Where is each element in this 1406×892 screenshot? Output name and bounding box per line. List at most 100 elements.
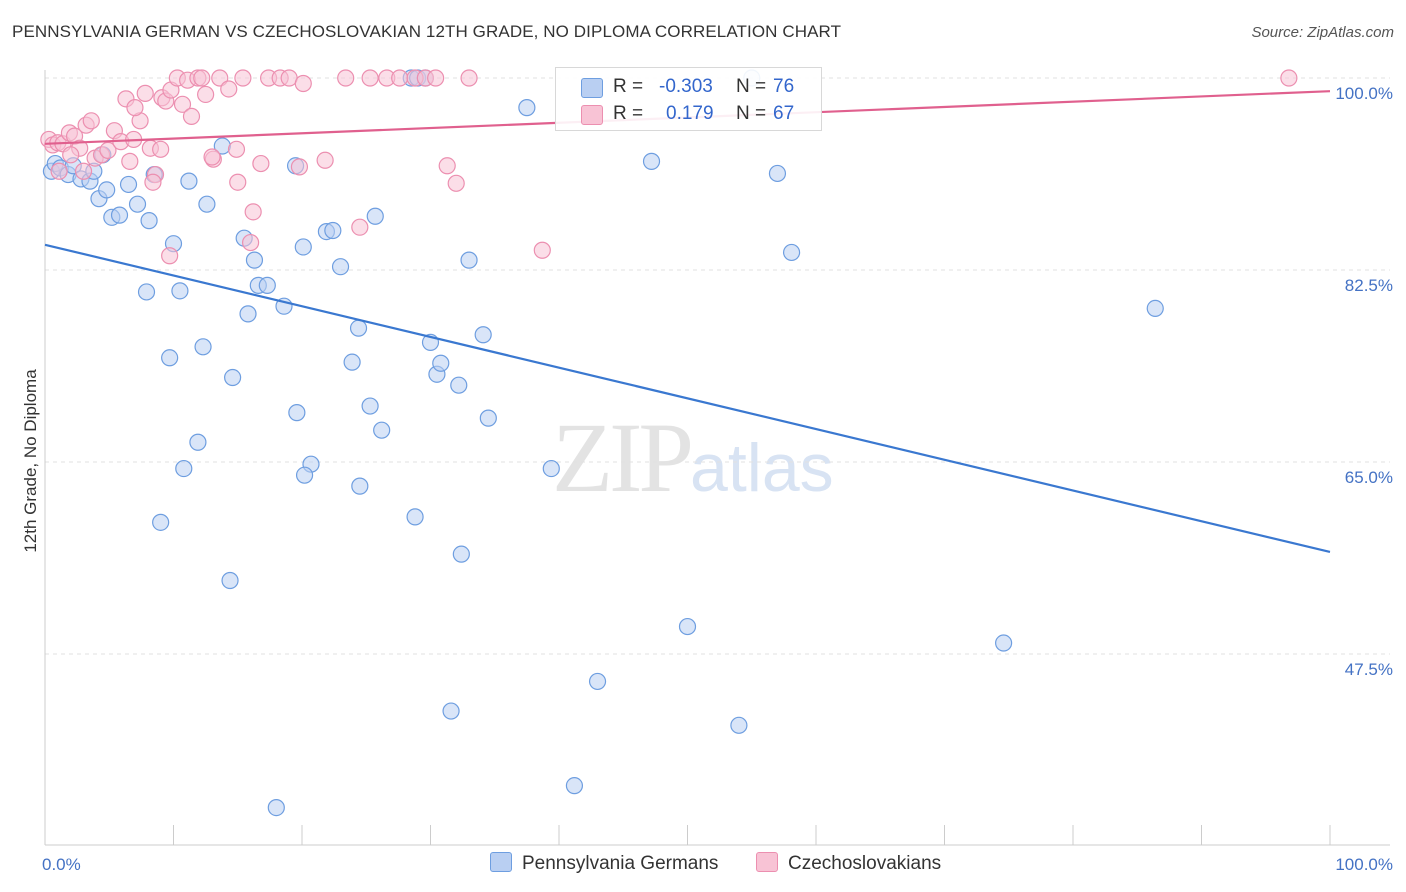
n-label: N = [736,76,767,97]
point-czechoslovakian [290,158,309,176]
point-pennsylvania [768,164,787,183]
legend-item-pennsylvania-germans: Pennsylvania Germans [490,852,718,875]
point-pennsylvania [110,206,129,224]
point-czechoslovakian [82,112,100,130]
chart-title: PENNSYLVANIA GERMAN VS CZECHOSLOVAKIAN 1… [12,22,842,41]
point-pennsylvania [479,409,497,427]
point-pennsylvania [194,338,212,356]
point-pennsylvania [245,251,264,269]
point-pennsylvania [542,459,560,478]
point-czechoslovakian [220,80,238,98]
point-pennsylvania [324,221,342,240]
point-czechoslovakian [173,95,192,113]
point-pennsylvania [366,207,384,225]
point-pennsylvania [442,702,460,720]
point-pennsylvania [224,368,242,387]
point-pennsylvania [140,212,158,230]
point-pennsylvania [565,777,584,795]
point-pennsylvania [295,466,314,484]
point-pennsylvania [239,305,257,323]
point-pennsylvania [267,798,285,817]
point-czechoslovakian [74,162,93,180]
point-pennsylvania [98,181,116,199]
point-czechoslovakian [234,69,252,87]
point-pennsylvania [995,634,1013,652]
chart-source: Source: ZipAtlas.com [1251,24,1394,41]
point-czechoslovakian [227,140,246,158]
legend-swatch-czechoslovakian [756,852,778,872]
point-czechoslovakian [152,140,170,158]
r-value-pennsylvania: -0.303 [659,76,713,97]
legend-item-czechoslovakians: Czechoslovakians [756,852,941,875]
point-czechoslovakian [193,69,211,87]
point-pennsylvania [171,282,189,300]
point-pennsylvania [361,397,379,415]
point-pennsylvania [331,258,350,276]
point-pennsylvania [782,243,801,262]
legend-label-pennsylvania: Pennsylvania Germans [522,853,719,874]
point-pennsylvania [137,283,156,301]
point-czechoslovakian [99,141,117,160]
point-pennsylvania [460,251,478,269]
stats-legend-row-pennsylvania: R = -0.303 N = 76 [556,74,821,100]
point-czechoslovakian [62,146,80,164]
point-czechoslovakian [242,233,260,252]
r-label: R = [613,76,644,97]
point-czechoslovakian [294,74,312,93]
point-czechoslovakian [50,162,68,180]
point-czechoslovakian [427,69,445,87]
x-tick-label: 0.0% [42,855,81,874]
point-pennsylvania [175,459,193,478]
r-value-czechoslovakian: 0.179 [666,103,714,124]
point-pennsylvania [343,353,361,371]
y-tick-label: 65.0% [1345,468,1393,487]
watermark: ZIPatlas [552,400,834,515]
point-pennsylvania [373,421,391,439]
n-value-czechoslovakian: 67 [773,103,795,124]
legend-label-czechoslovakian: Czechoslovakians [788,853,942,874]
point-czechoslovakian [438,157,456,175]
point-czechoslovakian [337,69,355,87]
point-czechoslovakian [351,218,369,236]
legend-swatch-pennsylvania [490,852,512,872]
point-czechoslovakian [229,173,247,191]
point-pennsylvania [678,617,697,636]
watermark-atlas: atlas [690,430,834,506]
point-pennsylvania [128,195,147,213]
point-pennsylvania [642,152,661,170]
pennsylvania-swatch [581,78,603,98]
point-pennsylvania [221,571,239,590]
point-pennsylvania [180,172,198,190]
point-pennsylvania [198,195,216,213]
point-pennsylvania [294,238,312,256]
point-pennsylvania [189,433,207,451]
point-pennsylvania [288,404,306,422]
point-czechoslovakian [126,99,144,117]
point-czechoslovakian [136,84,154,102]
y-tick-label: 82.5% [1345,276,1393,295]
stats-legend: R = -0.303 N = 76 R = 0.179 N = 67 [555,67,822,131]
point-czechoslovakian [182,107,201,126]
point-czechoslovakian [460,69,478,87]
point-czechoslovakian [447,174,465,192]
point-pennsylvania [588,672,607,691]
point-czechoslovakian [144,173,162,191]
point-pennsylvania [119,175,138,194]
point-czechoslovakian [252,154,270,173]
point-pennsylvania [432,354,450,372]
point-pennsylvania [1146,299,1164,317]
point-pennsylvania [450,376,468,394]
point-pennsylvania [161,349,179,367]
point-pennsylvania [258,276,276,294]
point-pennsylvania [351,477,369,495]
y-tick-label: 100.0% [1335,84,1393,103]
y-tick-label: 47.5% [1345,660,1393,679]
point-czechoslovakian [161,247,179,265]
point-pennsylvania [152,513,170,531]
n-label: N = [736,103,767,124]
trend-line-pennsylvania [44,243,1331,554]
n-value-pennsylvania: 76 [773,76,795,97]
point-czechoslovakian [197,85,215,104]
point-czechoslovakian [533,241,551,259]
